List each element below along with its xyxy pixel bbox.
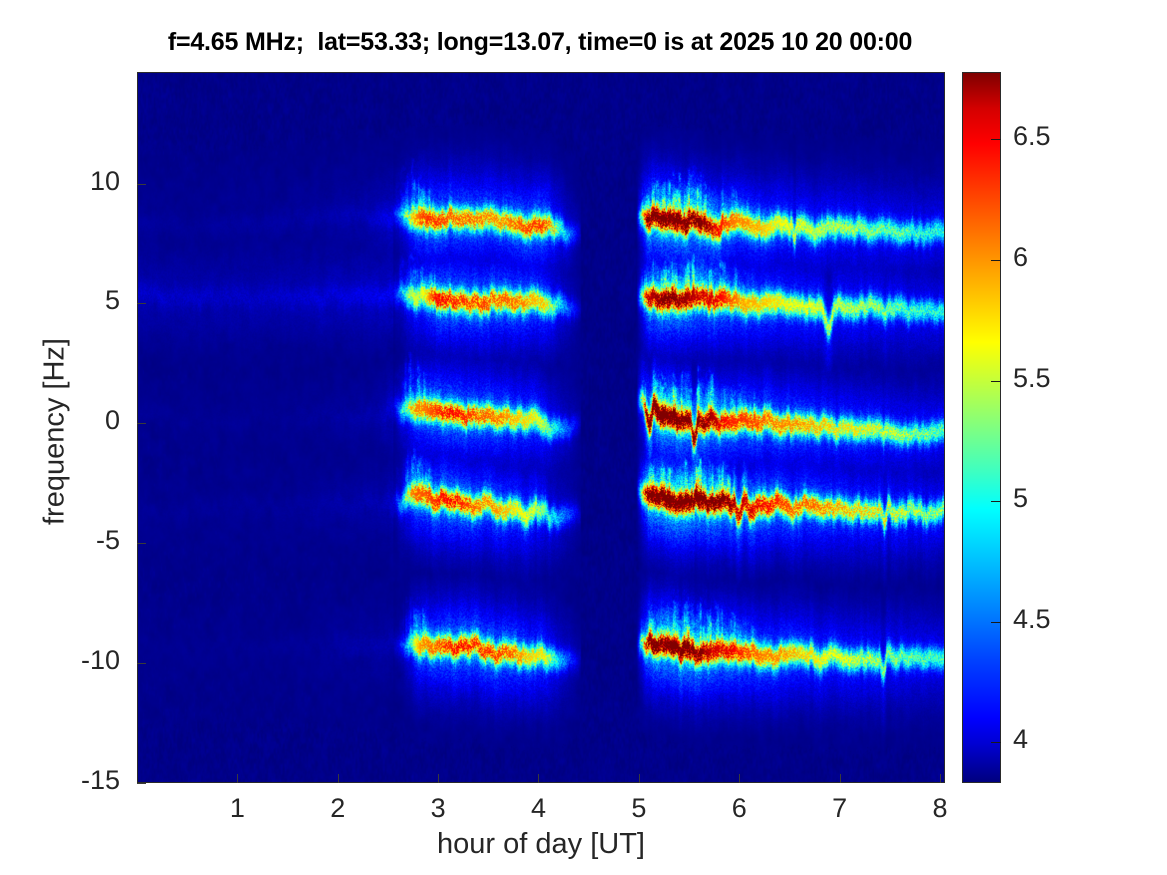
x-tick-mark bbox=[337, 774, 339, 783]
colorbar-tick-label: 5.5 bbox=[1013, 362, 1051, 393]
y-tick-mark bbox=[137, 183, 146, 185]
x-axis-label: hour of day [UT] bbox=[437, 828, 645, 860]
x-tick-label: 3 bbox=[430, 793, 446, 823]
x-tick-label: 7 bbox=[832, 793, 848, 823]
y-tick-mark bbox=[137, 663, 146, 665]
x-tick-label: 4 bbox=[530, 793, 546, 823]
x-tick-label: 6 bbox=[731, 793, 747, 823]
colorbar-tick-mark bbox=[991, 621, 1001, 623]
y-tick-mark bbox=[137, 423, 146, 425]
colorbar-tick-label: 4.5 bbox=[1013, 603, 1051, 634]
x-tick-mark bbox=[939, 774, 941, 783]
x-tick-label: 2 bbox=[330, 793, 346, 823]
x-tick-label: 1 bbox=[229, 793, 245, 823]
colorbar-tick-mark bbox=[991, 139, 1001, 141]
colorbar-tick-label: 4 bbox=[1013, 724, 1029, 755]
x-tick-mark bbox=[839, 774, 841, 783]
y-tick-label: -10 bbox=[80, 645, 120, 676]
x-tick-label: 5 bbox=[631, 793, 647, 823]
colorbar-tick-mark bbox=[991, 380, 1001, 382]
colorbar-tick-mark bbox=[991, 259, 1001, 261]
plot-axes bbox=[137, 72, 945, 783]
y-tick-mark bbox=[137, 303, 146, 305]
x-tick-mark bbox=[438, 774, 440, 783]
colorbar-tick-label: 6.5 bbox=[1013, 121, 1051, 152]
x-tick-label: 8 bbox=[932, 793, 948, 823]
y-tick-mark bbox=[137, 543, 146, 545]
y-tick-label: 0 bbox=[104, 405, 120, 436]
y-tick-label: -15 bbox=[80, 765, 120, 795]
colorbar-tick-mark bbox=[991, 501, 1001, 502]
x-tick-mark bbox=[739, 774, 741, 783]
y-tick-label: 10 bbox=[89, 165, 120, 196]
colorbar bbox=[962, 72, 1001, 783]
colorbar-tick-label: 6 bbox=[1013, 241, 1029, 272]
spectrogram-image bbox=[138, 73, 944, 782]
y-tick-label: -5 bbox=[95, 525, 120, 556]
x-tick-mark bbox=[538, 774, 540, 783]
colorbar-tick-mark bbox=[991, 742, 1001, 744]
x-tick-mark bbox=[638, 774, 640, 783]
y-tick-mark bbox=[137, 783, 146, 784]
y-tick-label: 5 bbox=[104, 285, 120, 316]
x-tick-mark bbox=[237, 774, 239, 783]
colorbar-tick-label: 5 bbox=[1013, 483, 1029, 513]
figure-title: f=4.65 MHz; lat=53.33; long=13.07, time=… bbox=[167, 28, 913, 56]
